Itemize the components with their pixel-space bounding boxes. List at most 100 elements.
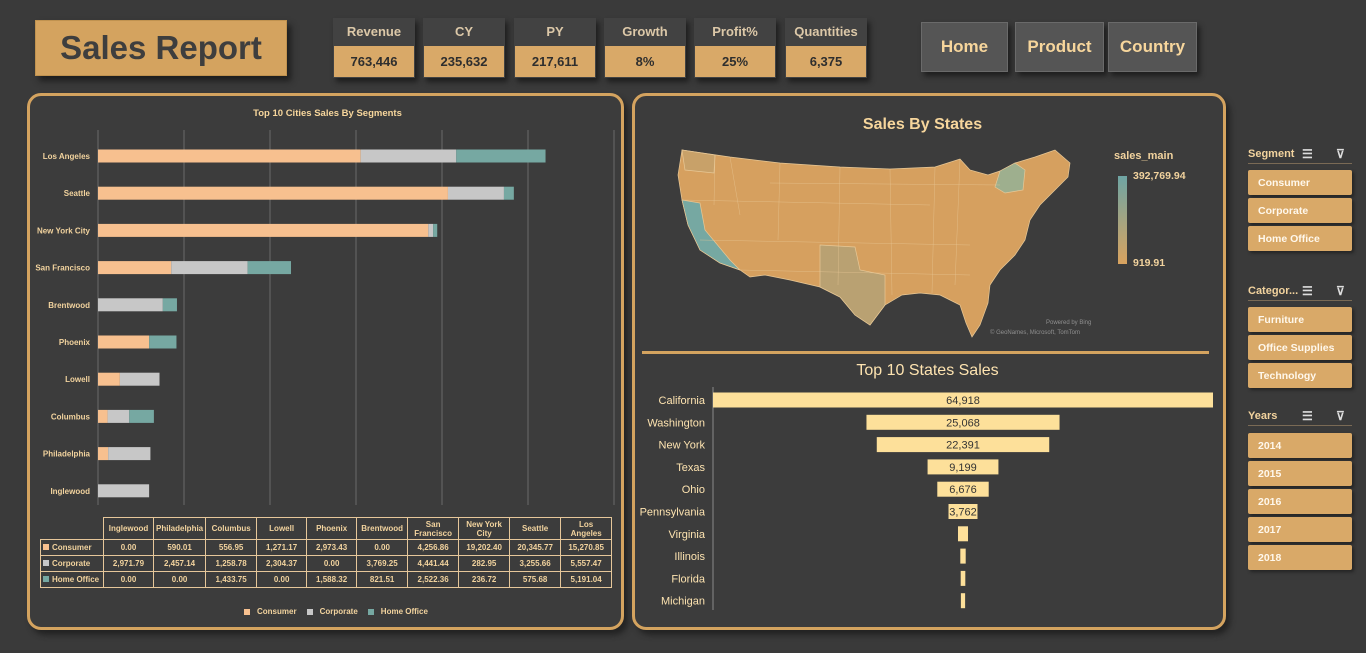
slicer-item-2016[interactable]: 2016 — [1248, 489, 1352, 514]
table-row-label: Corporate — [40, 555, 104, 572]
multi-select-icon[interactable]: ☰ — [1302, 408, 1313, 423]
slicer-item-office-supplies[interactable]: Office Supplies — [1248, 335, 1352, 360]
slicer-item-2017[interactable]: 2017 — [1248, 517, 1352, 542]
table-cell: 2,304.37 — [256, 555, 308, 572]
bar-segment — [433, 223, 438, 237]
table-cell: 590.01 — [152, 539, 207, 556]
kpi-label: Quantities — [794, 23, 858, 39]
slicer-item-home-office[interactable]: Home Office — [1248, 226, 1352, 251]
table-row: Home Office 0.00 0.00 1,433.75 0.00 1,588.32 8… — [40, 571, 613, 588]
slicer-item-2015[interactable]: 2015 — [1248, 461, 1352, 486]
bar-segment — [447, 186, 504, 200]
table-row-label: Home Office — [40, 571, 104, 588]
kpi-label: Growth — [622, 23, 668, 39]
slicer-title: Segment — [1248, 147, 1295, 160]
map-texas — [819, 244, 886, 326]
legend-label: Home Office — [380, 607, 428, 616]
multi-select-icon[interactable]: ☰ — [1302, 146, 1313, 161]
table-cell: 0.00 — [356, 539, 409, 556]
table-column-header: New York City — [458, 517, 511, 540]
cities-chart-title: Top 10 Cities Sales By Segments — [253, 108, 402, 119]
nav-product-button[interactable]: Product — [1015, 22, 1104, 72]
table-cell: 20,345.77 — [509, 539, 562, 556]
category-label: San Francisco — [35, 264, 90, 273]
clear-filter-icon[interactable]: ⊽ — [1336, 283, 1345, 298]
slicer-item-2018[interactable]: 2018 — [1248, 545, 1352, 570]
state-bar — [713, 392, 1213, 408]
map-us-mainland — [677, 149, 1071, 338]
table-cell: 19,202.40 — [458, 539, 511, 556]
state-label: New York — [659, 440, 706, 452]
table-cell: 575.68 — [509, 571, 562, 588]
table-cell: 0.00 — [256, 571, 308, 588]
nav-home-button[interactable]: Home — [921, 22, 1008, 72]
bar-segment — [428, 223, 434, 237]
map-attribution-bing: Powered by Bing — [1046, 320, 1092, 326]
slicer-item-consumer[interactable]: Consumer — [1248, 170, 1352, 195]
kpi-cy: CY 235,632 — [423, 18, 505, 78]
kpi-quantities: Quantities 6,375 — [785, 18, 867, 78]
slicer-item-furniture[interactable]: Furniture — [1248, 307, 1352, 332]
us-map — [677, 149, 1071, 338]
nav-country-button[interactable]: Country — [1108, 22, 1197, 72]
slicer-item-corporate[interactable]: Corporate — [1248, 198, 1352, 223]
cities-legend: Consumer Corporate Home Office — [244, 607, 428, 616]
slicer-years-header: Years ☰ ⊽ — [1248, 406, 1352, 426]
clear-filter-icon[interactable]: ⊽ — [1336, 146, 1345, 161]
category-label: Phoenix — [59, 338, 91, 347]
table-corner — [41, 518, 104, 540]
slicer-item-technology[interactable]: Technology — [1248, 363, 1352, 388]
table-cell: 0.00 — [152, 571, 207, 588]
states-bar-chart: California 64,918 Washington 25,068 New York… — [640, 387, 1213, 610]
kpi-value: 763,446 — [334, 46, 414, 77]
state-label: Florida — [671, 573, 706, 585]
kpi-value: 217,611 — [515, 46, 595, 77]
table-cell: 2,522.36 — [407, 571, 460, 588]
slicer-title: Categor... — [1248, 284, 1299, 297]
table-cell: 1,258.78 — [205, 555, 258, 572]
kpi-label: CY — [454, 23, 474, 39]
category-label: Philadelphia — [43, 450, 91, 459]
table-column-header: San Francisco — [407, 517, 460, 540]
state-label: Texas — [676, 462, 705, 474]
table-row: Consumer 0.00 590.01 556.95 1,271.17 2,973.43… — [40, 539, 613, 556]
state-label: Michigan — [661, 596, 705, 608]
state-bar — [960, 593, 966, 609]
bar-segment — [107, 409, 130, 423]
slicer-category-header: Categor... ☰ ⊽ — [1248, 281, 1352, 301]
table-column-header: Phoenix — [306, 517, 358, 540]
bar-segment — [98, 261, 172, 275]
map-attribution-credits: © GeoNames, Microsoft, TomTom — [990, 330, 1080, 336]
multi-select-icon[interactable]: ☰ — [1302, 283, 1313, 298]
state-bar — [960, 548, 966, 564]
bar-segment — [171, 261, 248, 275]
map-title: Sales By States — [862, 116, 983, 133]
kpi-revenue: Revenue 763,446 — [333, 18, 415, 78]
section-divider — [642, 351, 1209, 354]
table-cell: 0.00 — [103, 539, 154, 556]
table-cell: 15,270.85 — [560, 539, 613, 556]
bar-segment — [247, 261, 291, 275]
table-cell: 556.95 — [205, 539, 258, 556]
kpi-value: 8% — [605, 46, 685, 77]
category-label: Lowell — [65, 375, 90, 384]
table-cell: 0.00 — [306, 555, 358, 572]
table-cell: 1,588.32 — [306, 571, 358, 588]
map-state-borders — [681, 154, 1001, 296]
clear-filter-icon[interactable]: ⊽ — [1336, 408, 1345, 423]
table-cell: 3,255.66 — [509, 555, 562, 572]
state-bar — [957, 526, 969, 542]
table-cell: 1,433.75 — [205, 571, 258, 588]
legend-swatch-home-office — [367, 608, 374, 615]
kpi-label: Revenue — [346, 23, 402, 39]
table-cell: 3,769.25 — [356, 555, 409, 572]
table-column-header: Inglewood — [103, 517, 154, 540]
bar-segment — [108, 447, 151, 461]
slicer-item-2014[interactable]: 2014 — [1248, 433, 1352, 458]
state-value-label: 25,068 — [946, 417, 980, 429]
table-column-header: Seattle — [509, 517, 562, 540]
state-bar — [937, 481, 989, 497]
slicer-segment-header: Segment ☰ ⊽ — [1248, 144, 1352, 164]
row-swatch — [43, 544, 49, 550]
state-label: Ohio — [682, 484, 705, 496]
